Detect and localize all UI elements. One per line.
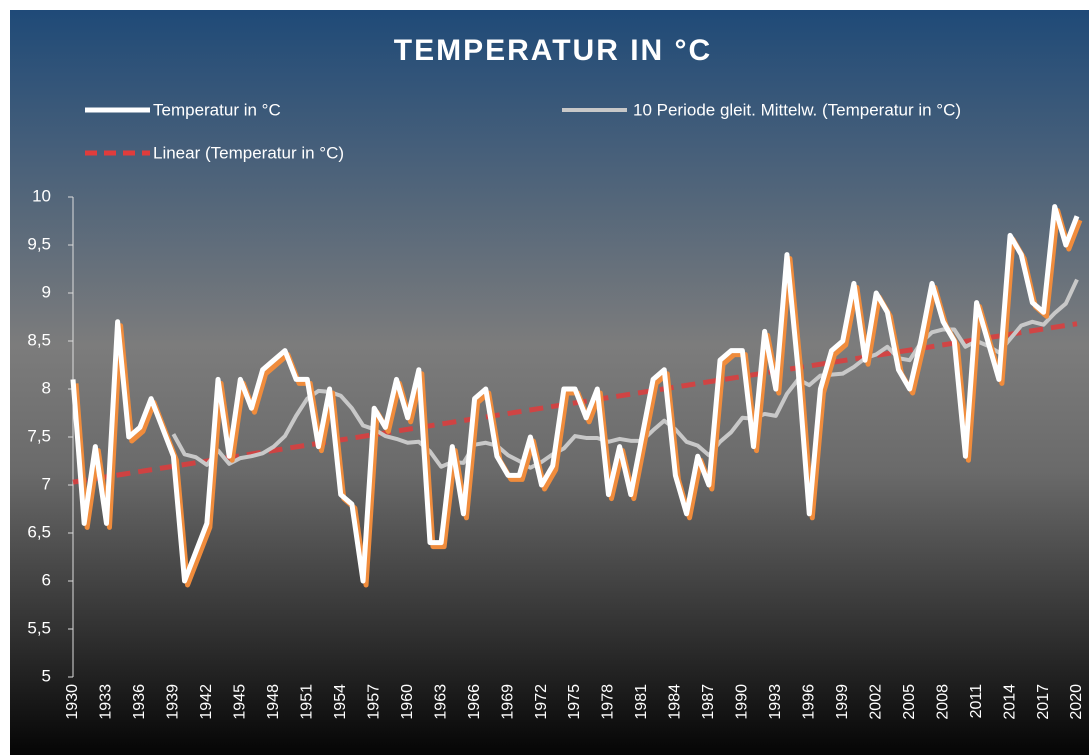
y-tick-label: 7,5 [27, 426, 51, 445]
x-tick-label: 1984 [667, 684, 684, 720]
x-tick-label: 1987 [700, 684, 717, 720]
y-tick-label: 8,5 [27, 330, 51, 349]
x-tick-label: 1945 [232, 684, 249, 720]
x-tick-label: 2005 [901, 684, 918, 720]
x-tick-label: 2020 [1068, 684, 1085, 720]
y-tick-label: 9 [42, 282, 51, 301]
x-tick-label: 1975 [566, 684, 583, 720]
x-tick-label: 1978 [600, 684, 617, 720]
legend-label: Linear (Temperatur in °C) [153, 143, 344, 162]
y-tick-label: 6,5 [27, 522, 51, 541]
x-tick-label: 2008 [934, 684, 951, 720]
y-tick-label: 5,5 [27, 618, 51, 637]
x-tick-label: 1936 [131, 684, 148, 720]
legend-label: Temperatur in °C [153, 100, 281, 119]
trendline [72, 321, 1078, 485]
x-tick-label: 1942 [198, 684, 215, 720]
x-tick-label: 1972 [533, 684, 550, 720]
legend-label: 10 Periode gleit. Mittelw. (Temperatur i… [633, 100, 961, 119]
background [10, 10, 1089, 755]
x-tick-label: 1954 [332, 684, 349, 720]
x-tick-label: 2017 [1035, 684, 1052, 720]
temperature-line [70, 204, 1080, 584]
x-tick-label: 1930 [64, 684, 81, 720]
x-tick-label: 1996 [800, 684, 817, 720]
x-tick-label: 1933 [98, 684, 115, 720]
x-tick-label: 1951 [298, 684, 315, 720]
x-tick-label: 2011 [968, 684, 985, 719]
y-tick-label: 9,5 [27, 234, 51, 253]
x-tick-label: 1981 [633, 684, 650, 720]
y-tick-label: 5 [42, 666, 51, 685]
x-tick-label: 1969 [499, 684, 516, 720]
x-tick-label: 1999 [834, 684, 851, 720]
y-tick-label: 10 [32, 186, 51, 205]
x-tick-label: 1948 [265, 684, 282, 720]
x-tick-label: 1939 [165, 684, 182, 720]
x-tick-label: 1993 [767, 684, 784, 720]
y-tick-label: 6 [42, 570, 51, 589]
x-tick-label: 1960 [399, 684, 416, 720]
y-tick-label: 8 [42, 378, 51, 397]
x-tick-label: 1957 [365, 684, 382, 720]
chart-title: TEMPERATUR IN °C [394, 34, 712, 67]
x-tick-label: 2002 [867, 684, 884, 720]
x-tick-label: 1963 [432, 684, 449, 720]
x-tick-label: 1966 [466, 684, 483, 720]
x-tick-label: 2014 [1001, 684, 1018, 720]
x-tick-label: 1990 [734, 684, 751, 720]
y-tick-label: 7 [42, 474, 51, 493]
